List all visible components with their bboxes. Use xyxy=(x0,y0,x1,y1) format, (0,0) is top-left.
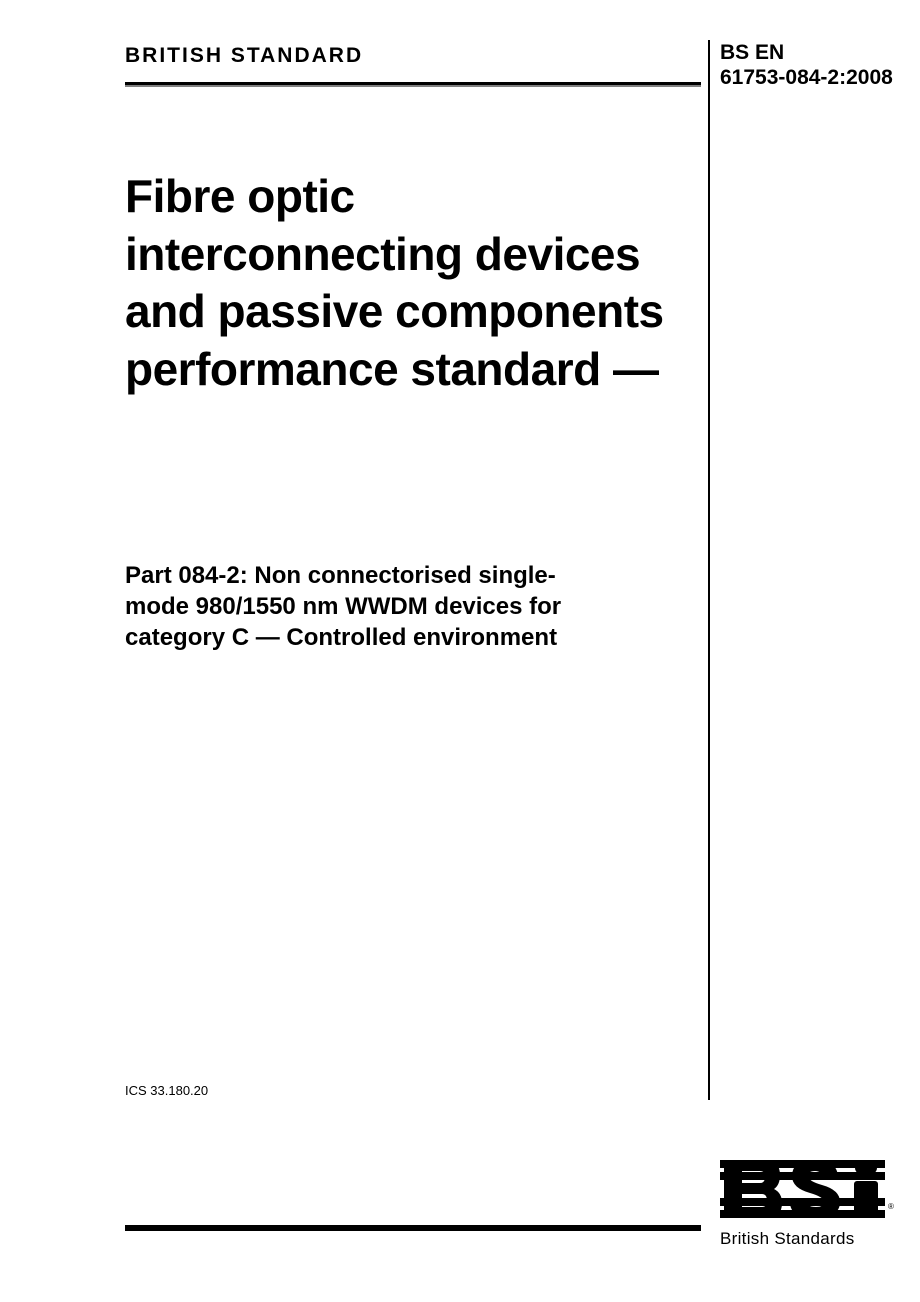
standard-number: BS EN 61753-084-2:2008 xyxy=(720,40,893,90)
document-subtitle: Part 084-2: Non connectorised single-mod… xyxy=(125,560,605,654)
ics-classification: ICS 33.180.20 xyxy=(125,1083,208,1098)
header-rule xyxy=(125,82,701,87)
header-publisher: BRITISH STANDARD xyxy=(125,44,363,68)
trademark-symbol: ® xyxy=(888,1202,894,1211)
bsi-logo-block: British Standards xyxy=(720,1160,885,1249)
standard-code: 61753-084-2:2008 xyxy=(720,65,893,90)
vertical-divider xyxy=(708,40,710,1100)
bsi-logo-overlay xyxy=(720,1160,885,1218)
footer-rule xyxy=(125,1225,701,1231)
document-page: BRITISH STANDARD BS EN 61753-084-2:2008 … xyxy=(0,0,920,1302)
standard-prefix: BS EN xyxy=(720,40,893,65)
publisher-label: BRITISH STANDARD xyxy=(125,44,363,67)
logo-caption: British Standards xyxy=(720,1229,885,1249)
document-title: Fibre optic interconnecting devices and … xyxy=(125,168,665,398)
